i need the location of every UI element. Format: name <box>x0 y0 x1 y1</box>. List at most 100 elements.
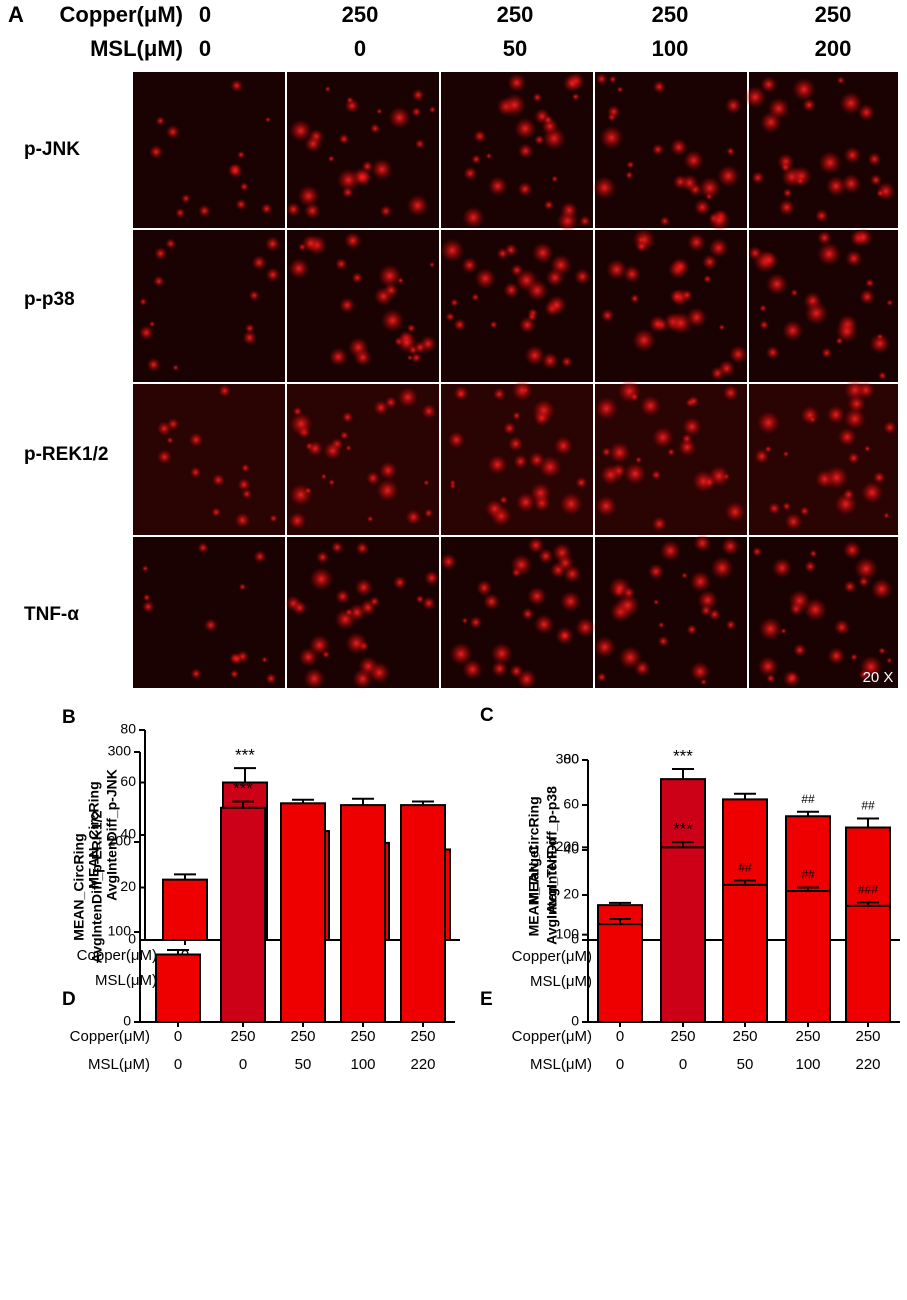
bar <box>162 878 208 941</box>
cell <box>876 189 885 198</box>
cell <box>423 508 434 518</box>
cell <box>847 451 860 465</box>
cell <box>405 509 422 526</box>
bar <box>280 802 326 1023</box>
cell <box>303 667 326 690</box>
cell <box>504 243 518 257</box>
cell <box>701 254 718 270</box>
y-axis-label: AvgIntenDiff_p-JNK <box>104 769 120 901</box>
cell <box>722 384 739 401</box>
cell <box>462 206 485 229</box>
cell <box>767 502 781 515</box>
y-axis-label: AvgIntenDiff_p-p38 <box>544 786 560 914</box>
row-label: TNF-α <box>24 604 79 625</box>
cell <box>428 261 436 268</box>
cell <box>264 236 281 252</box>
cell <box>339 297 356 314</box>
cell <box>198 204 211 218</box>
cell <box>818 151 842 175</box>
y-axis-label: MEAN_CircRing <box>526 796 542 903</box>
cell <box>503 421 516 435</box>
cell <box>251 255 267 271</box>
cell <box>240 463 250 473</box>
panel-letter: A <box>8 2 24 27</box>
x-tick-label: 250 <box>855 1028 880 1045</box>
cell <box>428 105 437 114</box>
cell <box>726 146 735 156</box>
cell <box>533 409 550 427</box>
cell <box>260 202 273 215</box>
category-row-label: Copper(μM) <box>512 1028 592 1045</box>
cell <box>681 572 688 579</box>
x-tick-label: 250 <box>230 1028 255 1045</box>
cell <box>853 227 873 247</box>
cell <box>596 672 607 683</box>
y-tick-label: 60 <box>120 773 136 789</box>
header-value: 200 <box>815 36 852 61</box>
cell <box>836 76 845 85</box>
cell <box>758 617 783 641</box>
cell <box>316 550 330 564</box>
y-tick-label: 0 <box>123 1013 131 1029</box>
cell <box>708 465 730 487</box>
cell <box>686 624 698 636</box>
cell <box>669 311 693 335</box>
row-label: p-REK1/2 <box>24 444 108 465</box>
cell <box>703 274 712 284</box>
cell <box>461 257 478 274</box>
y-tick-label: 80 <box>563 751 579 767</box>
cell <box>218 384 232 398</box>
cell <box>792 77 816 102</box>
cell <box>809 416 816 423</box>
cell <box>388 106 411 129</box>
cell <box>142 600 155 614</box>
cell <box>197 542 209 554</box>
x-tick-label: 250 <box>670 1028 695 1045</box>
y-axis-label: MEAN_Target <box>526 845 542 936</box>
category-row-label: Copper(μM) <box>512 948 592 965</box>
cell <box>700 678 708 686</box>
header-value: 0 <box>199 36 211 61</box>
cell <box>547 295 567 315</box>
micrograph <box>133 384 285 535</box>
cell <box>754 448 770 465</box>
cell <box>149 144 164 159</box>
header-value: 250 <box>652 2 689 27</box>
cell <box>625 170 634 180</box>
bar <box>785 890 831 1023</box>
cell <box>860 481 884 504</box>
cell <box>521 607 535 621</box>
cell <box>772 557 793 578</box>
cell <box>543 115 554 125</box>
cell <box>579 215 591 227</box>
cell <box>629 392 639 402</box>
cell <box>238 583 247 591</box>
cell <box>424 570 440 586</box>
cell <box>379 461 398 480</box>
cell <box>867 152 882 167</box>
cell <box>153 275 165 288</box>
cell <box>492 387 506 401</box>
cell <box>743 85 767 109</box>
header-value: 0 <box>199 2 211 27</box>
bar <box>220 806 266 1023</box>
x-tick-label: 0 <box>174 1028 182 1045</box>
y-tick-label: 0 <box>128 931 136 947</box>
cell <box>756 411 781 435</box>
cell <box>804 301 829 326</box>
cell <box>863 445 871 453</box>
cell <box>380 308 405 333</box>
cell <box>680 173 699 192</box>
significance-label: *** <box>233 779 253 798</box>
cell <box>155 116 166 126</box>
cell <box>529 482 552 504</box>
cell <box>717 164 740 188</box>
x-tick-label: 250 <box>795 1028 820 1045</box>
cell <box>157 449 172 465</box>
cell <box>600 308 615 323</box>
cell <box>559 492 583 516</box>
cell <box>371 158 393 181</box>
cell <box>154 246 168 261</box>
cell <box>765 673 776 684</box>
cell <box>575 476 588 489</box>
